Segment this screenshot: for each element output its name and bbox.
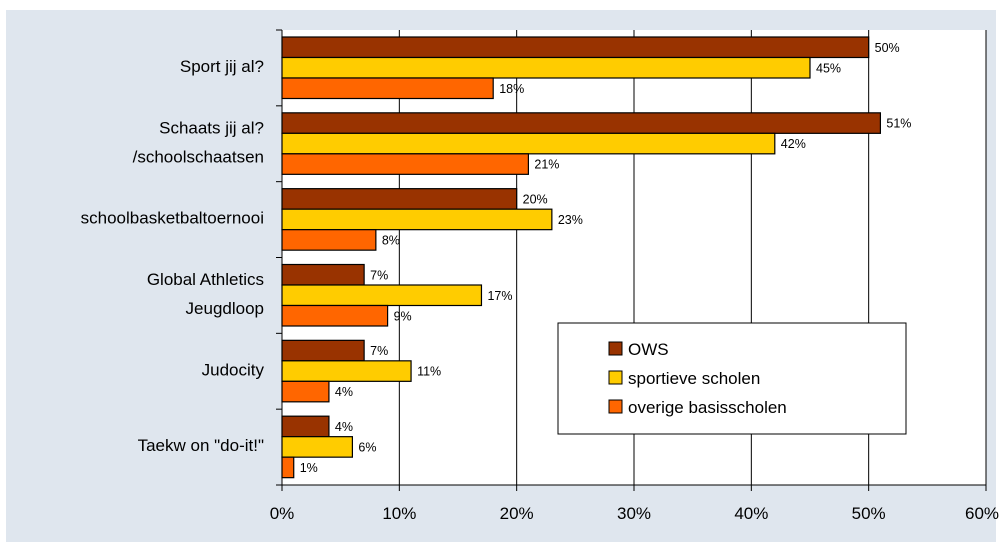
category-label: Schaats jij al? xyxy=(159,118,264,137)
data-label: 4% xyxy=(335,385,353,399)
data-label: 9% xyxy=(394,309,412,323)
data-label: 4% xyxy=(335,420,353,434)
bar xyxy=(281,380,330,403)
x-tick-label: 10% xyxy=(382,504,416,523)
legend-label: OWS xyxy=(628,340,669,359)
legend-swatch xyxy=(608,399,623,414)
data-label: 6% xyxy=(358,440,376,454)
bar xyxy=(281,208,553,231)
category-label: Taekw on "do-it!" xyxy=(138,436,264,455)
legend-label: sportieve scholen xyxy=(628,369,760,388)
data-label: 17% xyxy=(487,289,512,303)
bar xyxy=(281,304,389,327)
bar xyxy=(281,153,529,175)
bar xyxy=(281,456,295,479)
category-label: Sport jij al? xyxy=(180,57,264,76)
data-label: 20% xyxy=(523,192,548,206)
bar xyxy=(281,132,776,155)
bar xyxy=(281,112,882,134)
data-label: 1% xyxy=(300,461,318,475)
bar xyxy=(281,436,354,458)
legend-swatch xyxy=(608,370,623,385)
bar xyxy=(281,56,811,79)
bar xyxy=(281,263,365,286)
legend-swatch xyxy=(608,341,623,356)
bar xyxy=(281,360,412,382)
data-label: 18% xyxy=(499,82,524,96)
x-tick-label: 50% xyxy=(852,504,886,523)
category-label: schoolbasketbaltoernooi xyxy=(81,209,264,228)
x-tick-label: 0% xyxy=(270,504,295,523)
category-label: Judocity xyxy=(202,360,265,379)
bar xyxy=(281,284,483,307)
bar xyxy=(281,415,330,438)
data-label: 51% xyxy=(886,117,911,131)
x-tick-label: 20% xyxy=(500,504,534,523)
data-label: 42% xyxy=(781,137,806,151)
x-tick-label: 30% xyxy=(617,504,651,523)
legend-label: overige basisscholen xyxy=(628,398,787,417)
data-label: 23% xyxy=(558,213,583,227)
bar xyxy=(281,229,377,251)
bar xyxy=(281,77,494,100)
category-label: Jeugdloop xyxy=(186,299,264,318)
data-label: 7% xyxy=(370,344,388,358)
bar xyxy=(281,36,870,59)
bar xyxy=(281,339,365,362)
x-tick-label: 60% xyxy=(965,504,999,523)
category-label: Global Athletics xyxy=(147,270,264,289)
x-tick-label: 40% xyxy=(734,504,768,523)
data-label: 45% xyxy=(816,61,841,75)
data-label: 50% xyxy=(875,41,900,55)
bar xyxy=(281,188,518,210)
data-label: 11% xyxy=(417,365,441,379)
data-label: 7% xyxy=(370,268,388,282)
data-label: 8% xyxy=(382,233,400,247)
category-label: /schoolschaatsen xyxy=(133,147,264,166)
data-label: 21% xyxy=(534,158,559,172)
